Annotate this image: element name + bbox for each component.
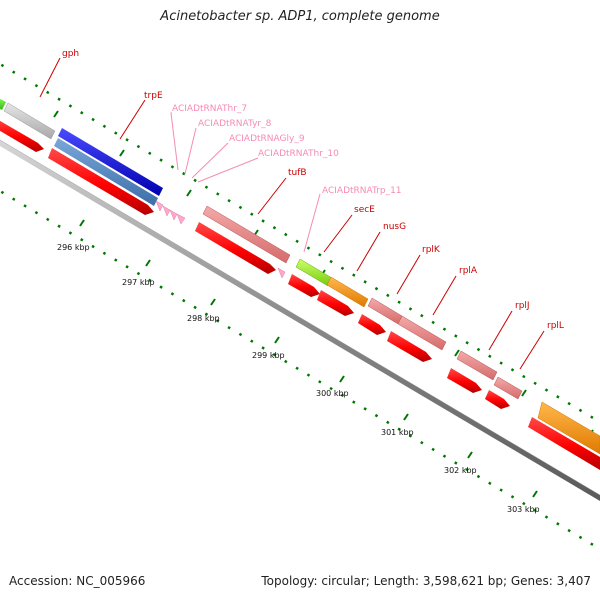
block-rplA bbox=[397, 315, 447, 351]
gene-label-nusG[interactable]: nusG bbox=[383, 222, 406, 232]
kbp-label-300: 300 kbp bbox=[316, 389, 349, 398]
genome-info-text: Topology: circular; Length: 3,598,621 bp… bbox=[261, 574, 591, 588]
gene-label-trna-thr10[interactable]: ACIADtRNAThr_10 bbox=[258, 149, 339, 159]
kbp-labels: 296 kbp 297 kbp 298 kbp 299 kbp 300 kbp … bbox=[57, 243, 540, 514]
kbp-label-299: 299 kbp bbox=[252, 351, 285, 360]
cds-arrow-nusG bbox=[317, 290, 354, 316]
block-trpE-steel bbox=[54, 138, 158, 206]
gene-label-trna-tyr8[interactable]: ACIADtRNATyr_8 bbox=[198, 119, 272, 129]
block-green-left bbox=[0, 98, 6, 110]
block-nusG bbox=[326, 276, 369, 308]
feature-blocks-upper bbox=[0, 98, 600, 455]
trna-arrow-tyr8 bbox=[162, 205, 171, 217]
block-rplJ bbox=[456, 350, 498, 381]
cds-arrow-rplL bbox=[485, 390, 510, 409]
outer-tick-track bbox=[0, 62, 600, 424]
kbp-scale-track bbox=[0, 189, 600, 551]
trna-arrow-trp11 bbox=[277, 267, 286, 279]
block-gph bbox=[3, 102, 56, 140]
gene-label-trna-thr7[interactable]: ACIADtRNAThr_7 bbox=[172, 104, 247, 114]
kbp-major-ticks bbox=[79, 219, 538, 498]
cds-arrow-right bbox=[528, 417, 600, 470]
cds-arrow-trpE bbox=[48, 148, 154, 215]
kbp-label-297: 297 kbp bbox=[122, 278, 155, 287]
block-rplL bbox=[493, 376, 523, 400]
block-secE bbox=[295, 258, 333, 287]
label-leader-lines bbox=[39, 57, 545, 370]
kbp-label-302: 302 kbp bbox=[444, 466, 477, 475]
block-trpE bbox=[58, 128, 163, 196]
gene-label-rplJ[interactable]: rplJ bbox=[515, 301, 530, 311]
block-rplK bbox=[367, 297, 403, 325]
gene-labels: gph trpE ACIADtRNAThr_7 ACIADtRNATyr_8 A… bbox=[62, 49, 564, 331]
genome-backbone bbox=[0, 139, 600, 501]
gene-label-rplA[interactable]: rplA bbox=[459, 266, 478, 276]
trna-arrow-gly9 bbox=[169, 209, 178, 221]
cds-arrow-secE bbox=[288, 274, 320, 297]
accession-text: Accession: NC_005966 bbox=[9, 574, 146, 588]
cds-arrow-gph bbox=[0, 120, 44, 152]
trna-arrow-thr7 bbox=[155, 200, 164, 212]
gene-label-trna-trp11[interactable]: ACIADtRNATrp_11 bbox=[322, 186, 402, 196]
kbp-label-303: 303 kbp bbox=[507, 505, 540, 514]
gene-label-tufB[interactable]: tufB bbox=[288, 168, 307, 178]
cds-arrow-rplK bbox=[358, 314, 386, 335]
kbp-label-298: 298 kbp bbox=[187, 314, 220, 323]
gene-label-rplK[interactable]: rplK bbox=[422, 245, 441, 255]
gene-label-secE[interactable]: secE bbox=[354, 205, 375, 215]
trna-arrow-thr10 bbox=[176, 213, 186, 225]
block-orange-right bbox=[537, 401, 600, 455]
gene-label-gph[interactable]: gph bbox=[62, 49, 79, 59]
cds-arrow-rplA bbox=[387, 331, 432, 362]
map-title: Acinetobacter sp. ADP1, complete genome bbox=[160, 9, 440, 24]
feature-arrows bbox=[0, 120, 600, 470]
cds-arrow-rplJ bbox=[447, 368, 482, 393]
gene-label-trpE[interactable]: trpE bbox=[144, 91, 163, 101]
cds-arrow-tufB bbox=[195, 222, 276, 274]
gene-label-rplL[interactable]: rplL bbox=[547, 321, 564, 331]
kbp-label-296: 296 kbp bbox=[57, 243, 90, 252]
gene-label-trna-gly9[interactable]: ACIADtRNAGly_9 bbox=[229, 134, 305, 144]
kbp-label-301: 301 kbp bbox=[381, 428, 414, 437]
block-tufB bbox=[202, 205, 291, 264]
